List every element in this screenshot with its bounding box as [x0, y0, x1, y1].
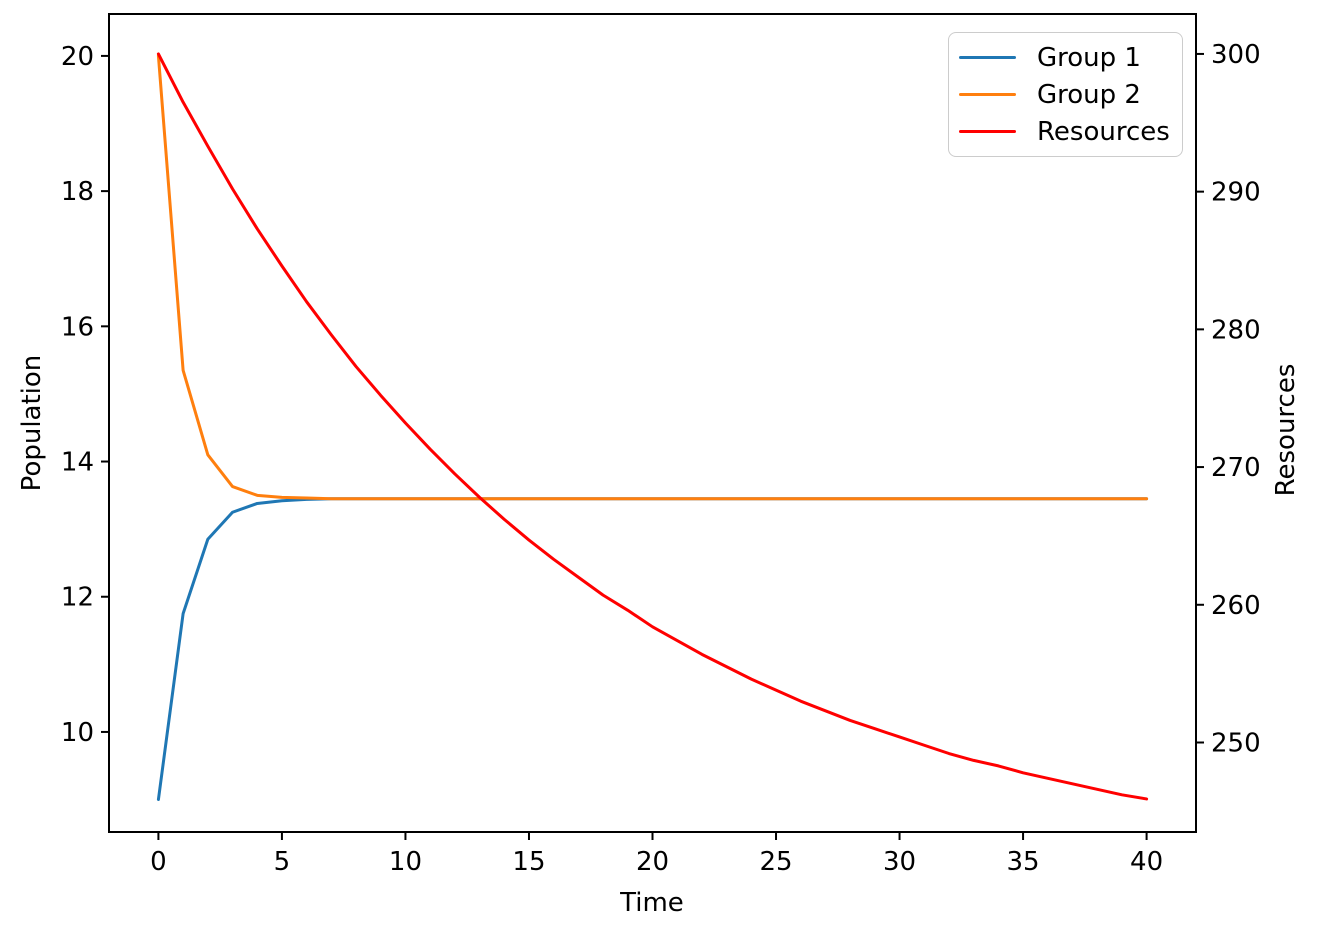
y-right-axis-label: Resources — [1271, 363, 1301, 497]
y-right-tick-label: 290 — [1211, 178, 1261, 208]
series-line-resources — [156, 52, 1149, 801]
legend-label-group-1: Group 1 — [1037, 42, 1141, 73]
group-1-line-swatch — [959, 55, 1016, 60]
x-tick-label: 40 — [1130, 847, 1163, 877]
y-left-tick-label: 16 — [61, 312, 94, 342]
legend-item-resources: Resources — [949, 119, 1182, 145]
y-right-tick-label: 250 — [1211, 728, 1261, 758]
legend-label-group-2: Group 2 — [1037, 79, 1141, 110]
y-left-tick-label: 18 — [61, 177, 94, 207]
x-tick-label: 35 — [1007, 847, 1040, 877]
legend-item-group-2: Group 2 — [949, 82, 1182, 108]
y-right-tick-label: 260 — [1211, 591, 1261, 621]
legend: Group 1 Group 2 Resources — [948, 32, 1183, 157]
y-left-axis-label: Population — [17, 354, 47, 492]
legend-item-group-1: Group 1 — [949, 45, 1182, 71]
y-left-tick-label: 14 — [61, 448, 94, 478]
x-tick-label: 30 — [883, 847, 916, 877]
plot-frame — [108, 13, 1197, 833]
y-left-tick-label: 20 — [61, 42, 94, 72]
x-tick-label: 25 — [759, 847, 792, 877]
x-tick-label: 5 — [274, 847, 291, 877]
x-tick-label: 20 — [636, 847, 669, 877]
y-right-tick-label: 270 — [1211, 453, 1261, 483]
series-line-group-2 — [156, 54, 1149, 501]
x-tick-label: 10 — [389, 847, 422, 877]
resources-line-swatch — [959, 129, 1016, 134]
x-tick-label: 0 — [150, 847, 167, 877]
legend-label-resources: Resources — [1037, 116, 1170, 147]
x-axis-label: Time — [620, 888, 684, 918]
y-left-tick-label: 10 — [61, 718, 94, 748]
y-right-tick-label: 300 — [1211, 40, 1261, 70]
x-tick-label: 15 — [512, 847, 545, 877]
y-right-tick-label: 280 — [1211, 315, 1261, 345]
y-left-tick-label: 12 — [61, 583, 94, 613]
group-2-line-swatch — [959, 92, 1016, 97]
